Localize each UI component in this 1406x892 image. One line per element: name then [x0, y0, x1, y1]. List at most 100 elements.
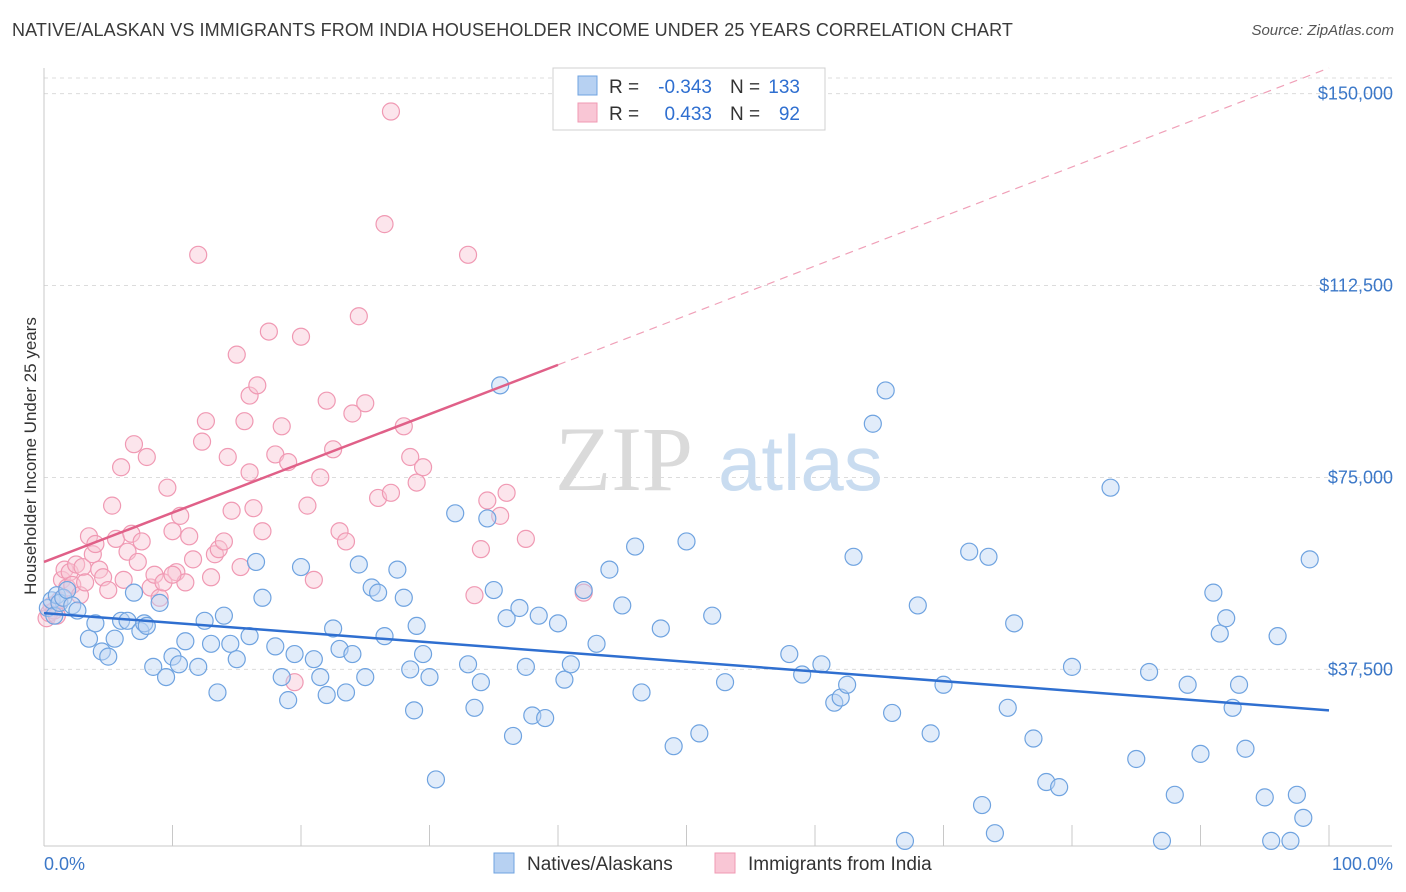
india-point	[336, 532, 356, 551]
legend-n-label-blue: N =	[730, 77, 760, 98]
x-tick-label-min: 0.0%	[44, 854, 85, 874]
india-point	[240, 463, 259, 482]
series-india-points	[37, 102, 593, 692]
natives-point	[99, 647, 118, 666]
india-point	[111, 458, 131, 477]
natives-point	[317, 685, 336, 705]
india-point	[248, 376, 267, 395]
natives-point	[446, 504, 465, 523]
india-point	[478, 491, 497, 510]
natives-point	[227, 650, 246, 669]
natives-point	[285, 644, 304, 664]
india-point	[259, 322, 278, 341]
trend-lines	[43, 67, 1330, 712]
natives-point	[304, 650, 323, 669]
bottom-legend-label-blue: Natives/Alaskans	[527, 854, 673, 875]
natives-point	[401, 660, 420, 679]
india-point	[76, 573, 95, 592]
india-point	[222, 501, 241, 520]
legend-swatch-pink	[577, 102, 598, 123]
india-point	[497, 483, 516, 502]
natives-point	[1062, 657, 1082, 676]
natives-point	[253, 588, 272, 607]
natives-point	[388, 560, 407, 579]
bottom-legend-swatch-pink	[714, 852, 736, 874]
natives-point	[882, 703, 902, 723]
y-axis-label: Householder Income Under 25 years	[21, 317, 40, 595]
natives-point	[703, 606, 722, 625]
natives-point	[291, 557, 311, 577]
india-point	[150, 588, 169, 607]
natives-point	[356, 667, 375, 687]
natives-point	[135, 614, 154, 633]
natives-point	[664, 737, 683, 756]
y-tick-label: $150,000	[1318, 84, 1393, 104]
india-point	[180, 527, 199, 546]
natives-point	[972, 795, 992, 815]
natives-point	[793, 665, 812, 684]
natives-point	[420, 667, 439, 687]
india-point	[304, 570, 323, 589]
india-point	[158, 478, 177, 497]
india-point	[201, 568, 221, 587]
natives-point	[458, 655, 478, 674]
natives-point	[1210, 624, 1229, 643]
india-point	[516, 529, 535, 548]
natives-point	[336, 683, 356, 702]
natives-point	[985, 824, 1005, 843]
stats-legend: R = -0.343 N = 133 R = 0.433 N = 92	[552, 67, 826, 131]
legend-n-value-pink: 92	[779, 104, 800, 125]
india-point	[192, 432, 212, 451]
natives-point	[625, 537, 645, 556]
india-point	[137, 447, 156, 467]
india-point	[214, 532, 233, 551]
natives-point	[497, 609, 516, 628]
chart-title: NATIVE/ALASKAN VS IMMIGRANTS FROM INDIA …	[12, 20, 1013, 40]
india-point	[218, 447, 237, 467]
india-point	[99, 580, 118, 600]
natives-point	[780, 644, 799, 664]
natives-point	[651, 619, 670, 638]
natives-point	[863, 414, 882, 433]
legend-swatch-blue	[577, 75, 598, 96]
natives-point	[1204, 583, 1223, 602]
natives-point	[690, 724, 709, 743]
natives-point	[413, 644, 433, 664]
india-point	[465, 586, 484, 605]
natives-point	[465, 698, 484, 717]
x-axis-ticks	[172, 825, 1330, 846]
natives-point	[1217, 609, 1236, 628]
natives-point	[105, 629, 124, 648]
legend-r-value-blue: -0.343	[658, 77, 712, 98]
natives-point	[63, 596, 82, 615]
india-point	[381, 102, 401, 121]
india-point	[458, 245, 478, 264]
natives-point	[369, 583, 388, 602]
natives-point	[587, 634, 606, 653]
natives-point	[221, 634, 240, 653]
natives-point	[279, 691, 298, 710]
watermark-zip: ZIP	[555, 408, 693, 510]
india-point	[103, 496, 122, 515]
natives-point	[979, 547, 998, 566]
natives-point	[838, 675, 857, 694]
natives-point	[1165, 785, 1184, 804]
india-point	[240, 386, 259, 405]
natives-point	[1139, 662, 1159, 682]
natives-point	[343, 644, 362, 664]
natives-point	[375, 627, 394, 646]
india-point	[132, 532, 151, 551]
x-tick-label-max: 100.0%	[1332, 854, 1393, 874]
natives-point	[908, 596, 927, 615]
natives-point	[561, 655, 580, 674]
india-point	[381, 483, 401, 502]
india-point	[55, 560, 74, 579]
natives-point	[516, 657, 535, 676]
natives-point	[189, 657, 208, 676]
india-point	[114, 570, 133, 589]
natives-point	[86, 614, 105, 633]
natives-point	[156, 667, 176, 687]
natives-point	[471, 673, 490, 692]
natives-point	[1050, 778, 1069, 797]
